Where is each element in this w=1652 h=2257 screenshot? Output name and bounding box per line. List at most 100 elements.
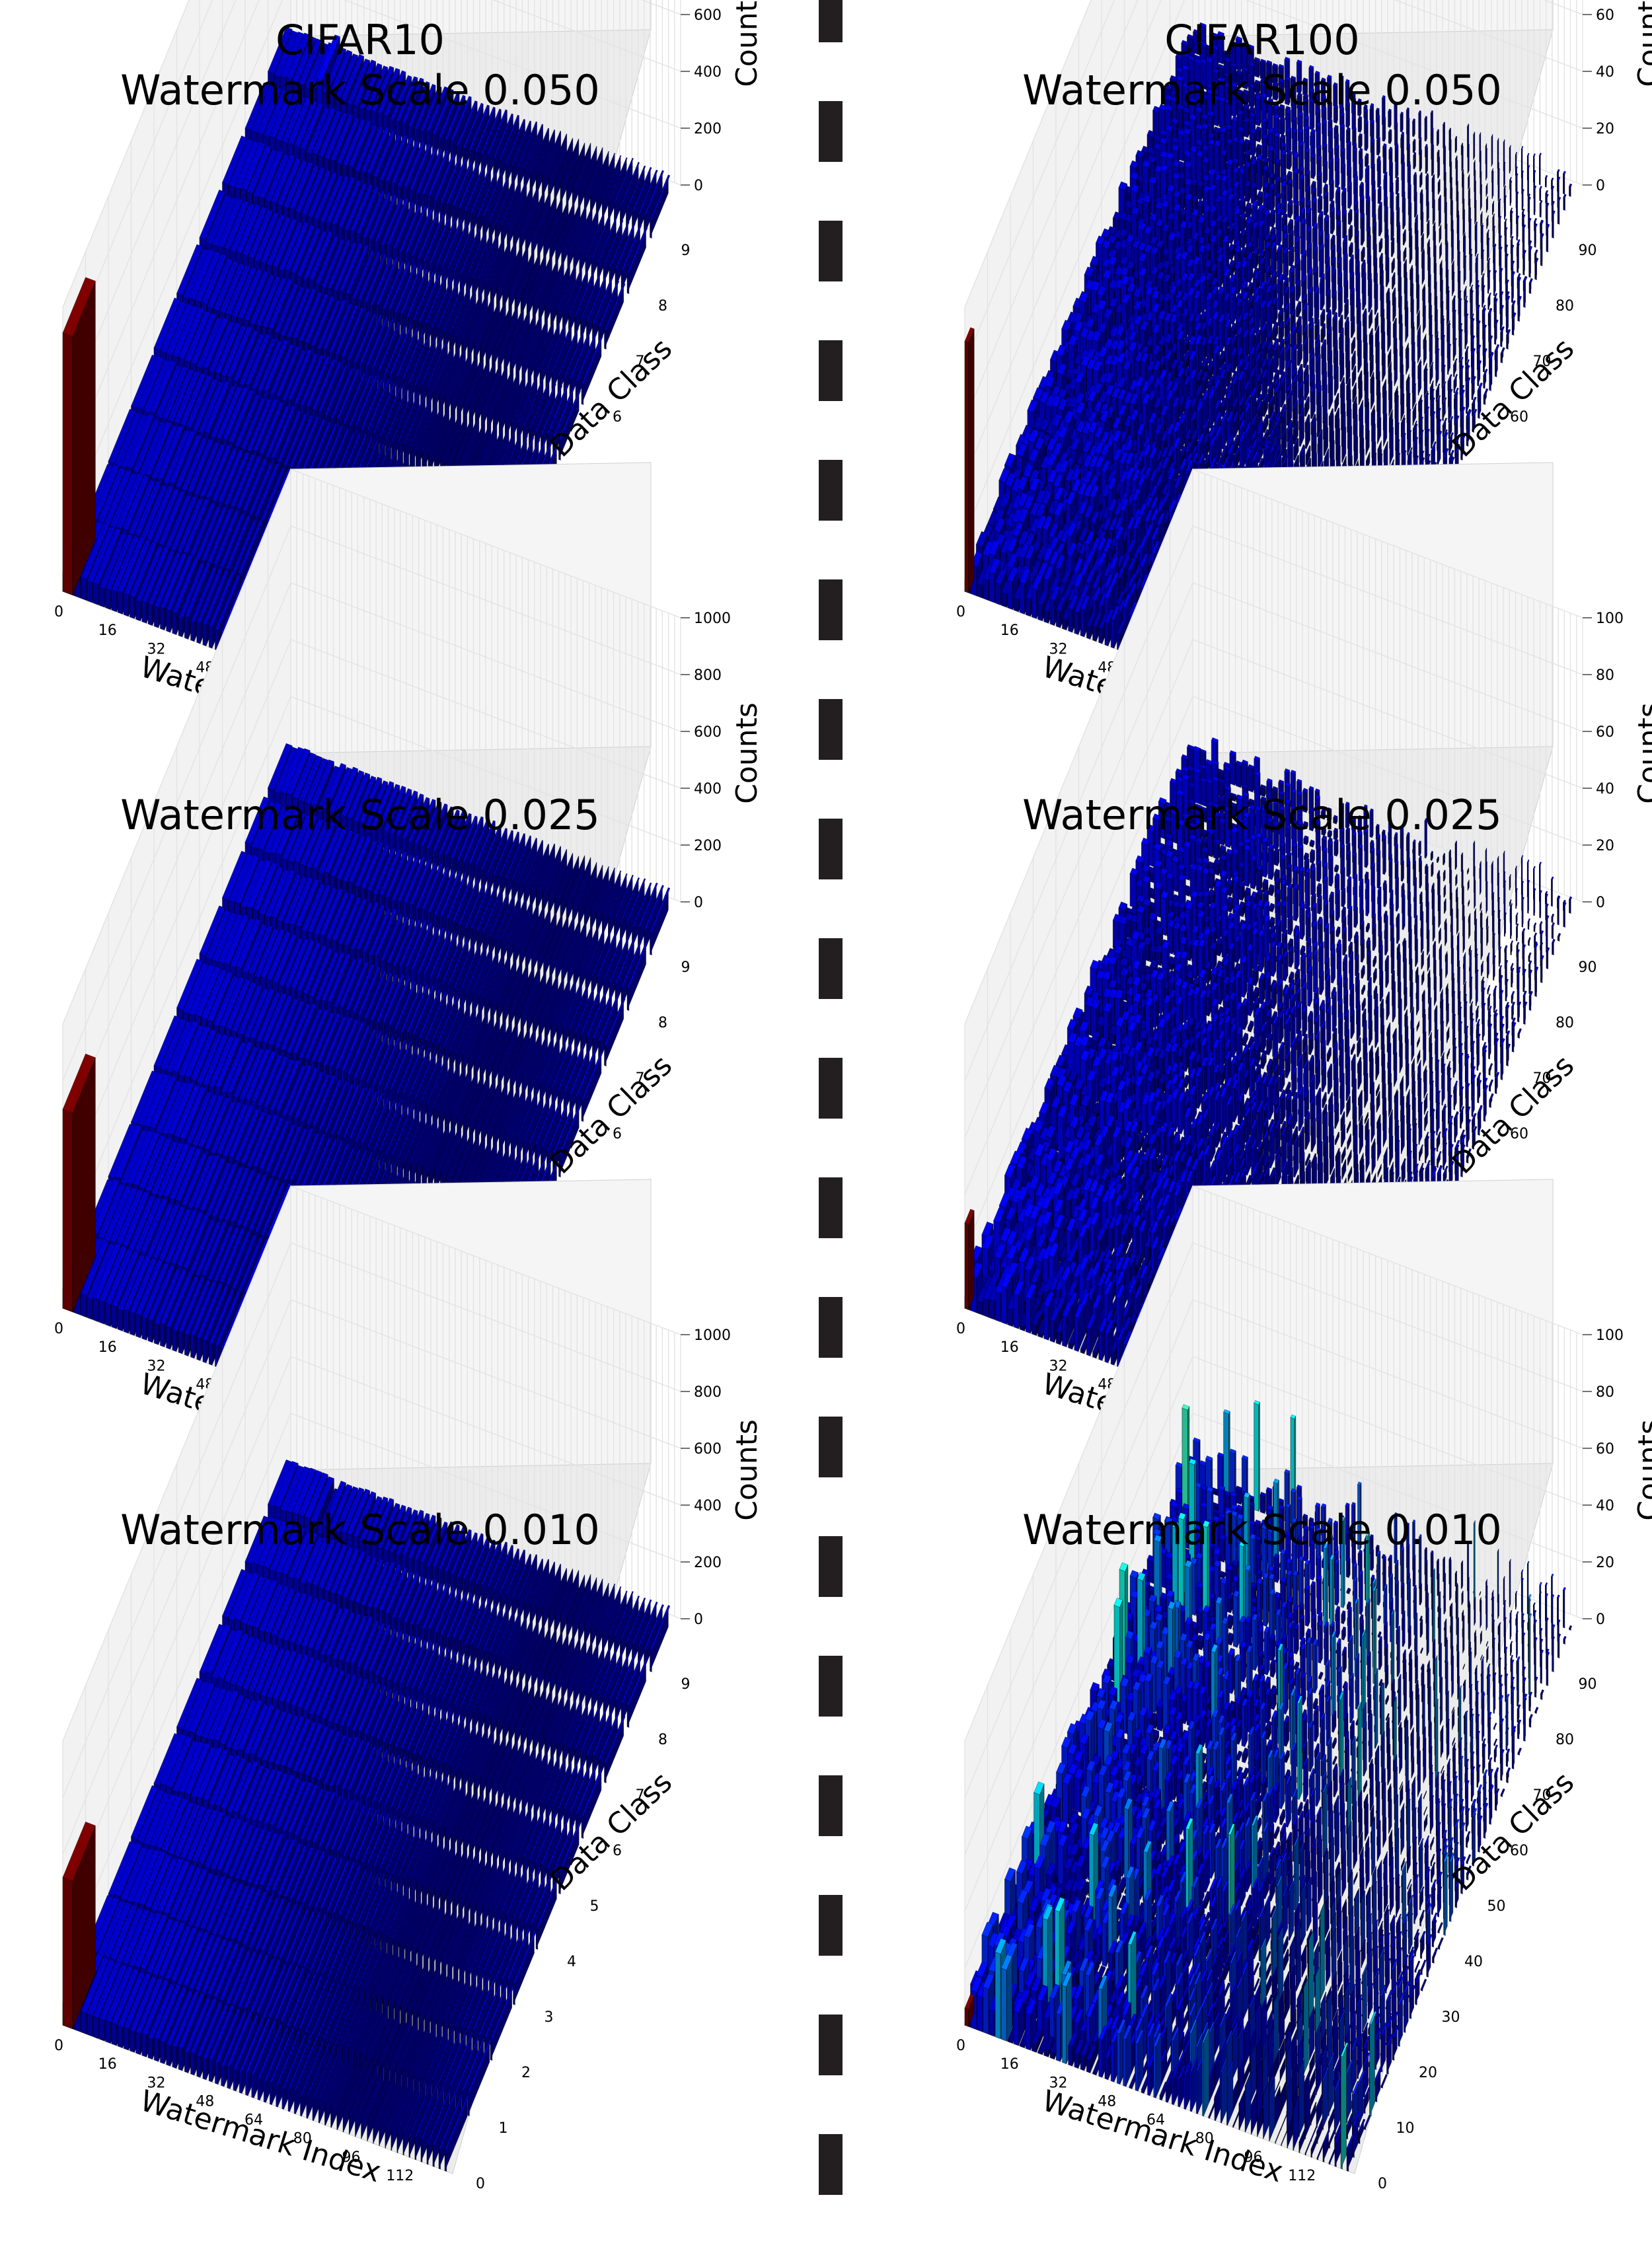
bar [507, 180, 527, 248]
bar [1296, 1000, 1302, 1035]
bar [1388, 858, 1393, 894]
bar [1214, 139, 1221, 175]
bar [1341, 163, 1346, 191]
divider-dash [819, 2134, 843, 2195]
bar [1417, 324, 1421, 363]
bar [1335, 157, 1340, 188]
bar [1287, 178, 1293, 203]
bar [1468, 219, 1472, 255]
z-tick-label: 400 [694, 781, 722, 797]
bar [1527, 879, 1530, 914]
bar [1546, 223, 1550, 253]
bar [1235, 760, 1242, 788]
bar [1300, 217, 1306, 256]
bar [1317, 171, 1322, 198]
bar [1451, 229, 1454, 264]
bar [537, 193, 557, 260]
bar [572, 142, 591, 209]
bar [1456, 908, 1459, 935]
bar [1569, 896, 1573, 914]
bar [1335, 889, 1340, 922]
bar [1488, 1062, 1493, 1076]
divider-dash [819, 0, 843, 42]
divider-dash [819, 221, 843, 281]
bar [1563, 902, 1567, 928]
bar [1500, 347, 1505, 364]
divider-dash [819, 579, 843, 640]
bar [505, 118, 525, 184]
bar [1337, 286, 1343, 318]
bar [1320, 272, 1325, 311]
bar [567, 204, 587, 271]
bar [1533, 185, 1537, 215]
divider-dash [819, 699, 843, 760]
bar [1357, 116, 1363, 133]
bar [1247, 977, 1254, 1017]
bar [1503, 161, 1506, 188]
bar [1238, 167, 1246, 201]
z-tick-label: 20 [1596, 121, 1614, 137]
x-tick-label: 0 [54, 1321, 63, 1337]
bar [1461, 145, 1464, 172]
bar [1317, 195, 1323, 214]
bar [1341, 887, 1346, 908]
bar [1418, 110, 1421, 139]
bar [1443, 122, 1446, 149]
bar [1376, 114, 1380, 140]
bar [1269, 182, 1275, 212]
bar [1382, 116, 1386, 142]
bar [1471, 1074, 1477, 1118]
bar [1256, 153, 1263, 192]
bar [1534, 257, 1539, 281]
z-tick-label: 800 [694, 667, 722, 684]
bar [1330, 947, 1336, 984]
bar [1409, 982, 1413, 1014]
z-tick-label: 0 [694, 895, 703, 911]
bar [1431, 144, 1435, 176]
bar [1546, 915, 1550, 953]
bar [1269, 208, 1276, 228]
bar [1498, 946, 1502, 967]
bar [1333, 838, 1339, 857]
bar [1427, 929, 1430, 956]
bar [1511, 271, 1516, 304]
bar [1392, 981, 1396, 1023]
bar [1487, 984, 1491, 995]
bar [1254, 294, 1261, 334]
bar [1552, 210, 1556, 239]
bar [1310, 866, 1316, 897]
bar [1563, 170, 1567, 195]
bar [1383, 883, 1388, 908]
bar [1347, 905, 1353, 942]
bar [1390, 211, 1394, 241]
bar [1424, 116, 1427, 142]
bar [1310, 848, 1315, 864]
divider-dash [819, 938, 843, 999]
bar [1485, 148, 1488, 181]
divider-dash [819, 460, 843, 521]
bar [1503, 912, 1507, 938]
bar [1240, 955, 1248, 998]
bar [1358, 844, 1363, 882]
bar [1402, 198, 1406, 230]
bar [1308, 285, 1314, 322]
bar [1493, 955, 1496, 981]
divider-dash [819, 1656, 843, 1717]
bar [1528, 278, 1534, 295]
bar [1281, 900, 1287, 934]
bar [1309, 839, 1315, 848]
bar [1436, 129, 1439, 147]
bar [1244, 844, 1251, 887]
bar [1347, 181, 1352, 209]
bar [1517, 1028, 1522, 1039]
bar [1234, 935, 1241, 964]
bar [1273, 847, 1280, 867]
bar [1388, 129, 1392, 145]
bar [1322, 160, 1328, 184]
z-tick-label: 0 [1596, 178, 1605, 194]
bar [1328, 854, 1333, 887]
bar [1494, 1038, 1499, 1078]
bar [1517, 1001, 1522, 1023]
bar [1385, 955, 1389, 988]
